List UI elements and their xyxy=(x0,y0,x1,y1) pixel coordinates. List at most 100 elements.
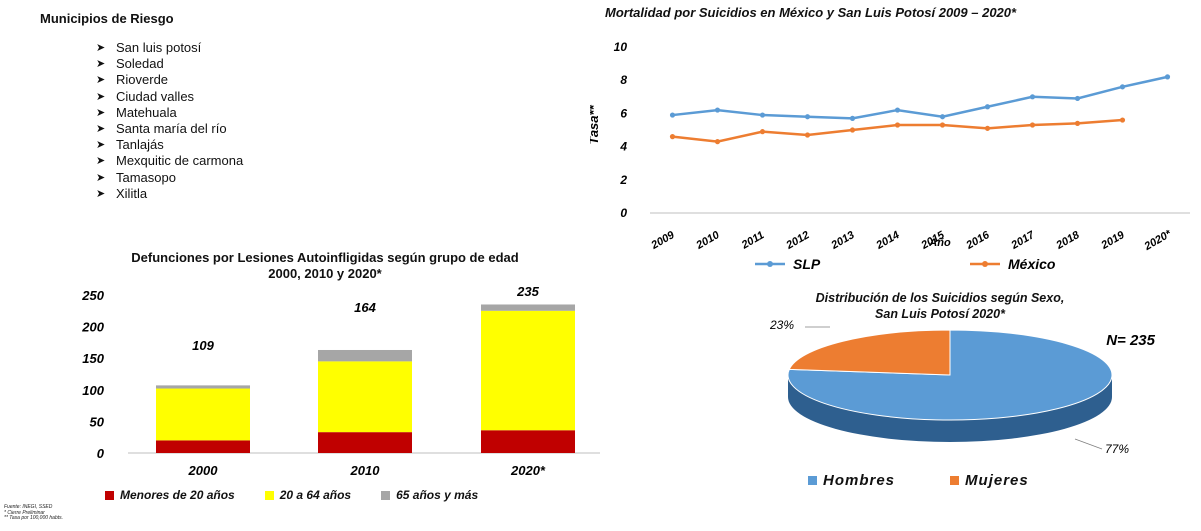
municipio-item: ➤ Santa maría del río xyxy=(96,121,243,137)
municipios-list: ➤ San luis potosí ➤ Soledad ➤ Rioverde ➤ Ciudad… xyxy=(96,40,243,202)
x-axis-label: Año xyxy=(928,237,951,249)
municipio-label: Tanlajás xyxy=(116,137,164,153)
data-point xyxy=(804,132,811,138)
legend-item: 65 años y más xyxy=(381,488,478,502)
municipio-item: ➤ Tanlajás xyxy=(96,137,243,153)
bar-chart-title-line1: Defunciones por Lesiones Autoinfligidas … xyxy=(131,250,519,265)
data-point xyxy=(984,125,991,131)
arrow-bullet-icon: ➤ xyxy=(96,42,106,54)
total-label: 109 xyxy=(192,338,214,353)
data-point xyxy=(939,122,946,128)
x-tick-label: 2000 xyxy=(188,463,219,478)
pie-annotation: N= 235 xyxy=(1106,332,1155,349)
data-point xyxy=(714,107,721,113)
x-tick-label: 2018 xyxy=(1054,229,1083,253)
legend-label: SLP xyxy=(793,256,821,272)
legend-label: Hombres xyxy=(823,472,896,489)
x-tick-label: 2014 xyxy=(874,229,902,252)
pie-title-line2: San Luis Potosí 2020* xyxy=(875,307,1005,321)
bar-chart: 0 50 100 150 200 250 2000 2010 2020* 109 164 235 xyxy=(81,284,600,478)
data-point xyxy=(1119,84,1126,90)
pie-chart-title: Distribución de los Suicidios según Sexo… xyxy=(740,290,1140,322)
arrow-bullet-icon: ➤ xyxy=(96,171,106,184)
legend-swatch xyxy=(950,476,960,485)
legend-marker xyxy=(982,261,988,267)
bar-segment xyxy=(156,388,250,441)
data-point xyxy=(1164,74,1171,80)
municipio-item: ➤ Soledad xyxy=(96,56,243,72)
y-tick-label: 50 xyxy=(90,414,105,429)
arrow-bullet-icon: ➤ xyxy=(96,155,106,168)
y-tick-label: 200 xyxy=(81,320,104,335)
data-point xyxy=(759,129,766,135)
legend-swatch xyxy=(381,490,391,500)
legend-label: Menores de 20 años xyxy=(120,488,235,502)
arrow-bullet-icon: ➤ xyxy=(96,74,106,87)
legend-item: Mujeres xyxy=(950,472,1029,489)
bar-segment xyxy=(156,385,250,389)
arrow-bullet-icon: ➤ xyxy=(96,106,106,119)
bar-segment xyxy=(318,432,412,453)
municipio-item: ➤ San luis potosí xyxy=(96,40,243,56)
data-point xyxy=(669,112,676,118)
x-tick-label: 2020* xyxy=(1142,228,1174,254)
arrow-bullet-icon: ➤ xyxy=(96,139,106,152)
x-tick-label: 2011 xyxy=(739,229,766,252)
bar-segment xyxy=(481,310,575,431)
x-tick-label: 2010 xyxy=(694,229,723,253)
footnote-line: ** Tasa por 100,000 habts. xyxy=(4,515,64,521)
data-point xyxy=(1029,122,1036,128)
municipio-item: ➤ Matehuala xyxy=(96,105,243,121)
municipio-label: San luis potosí xyxy=(116,40,202,55)
arrow-bullet-icon: ➤ xyxy=(96,123,106,136)
leader-line xyxy=(1074,438,1103,450)
x-tick-label: 2019 xyxy=(1099,229,1128,253)
legend-label: 20 a 64 años xyxy=(279,488,352,502)
data-point xyxy=(849,115,856,121)
x-tick-label: 2009 xyxy=(649,229,678,253)
data-point xyxy=(1119,117,1126,123)
x-tick-label: 2020* xyxy=(510,463,546,478)
municipio-label: Soledad xyxy=(116,56,164,72)
x-tick-label: 2013 xyxy=(829,229,857,252)
legend-item: Hombres xyxy=(808,472,895,489)
municipio-item: ➤ Tamasopo xyxy=(96,170,243,186)
y-tick-label: 250 xyxy=(81,288,104,303)
slice-label-hombres: 77% xyxy=(1105,442,1129,456)
bar-segment xyxy=(481,304,575,311)
data-point xyxy=(804,114,811,120)
pie-legend: Hombres Mujeres xyxy=(808,472,1029,489)
municipio-label: Santa maría del río xyxy=(116,121,227,137)
y-tick-label: 10 xyxy=(614,40,628,54)
legend-label: México xyxy=(1008,256,1056,272)
data-point xyxy=(759,112,766,118)
bar-legend: Menores de 20 años 20 a 64 años 65 años y … xyxy=(105,488,478,502)
y-axis-label: Tasa** xyxy=(590,104,601,144)
data-point xyxy=(669,134,676,140)
pie-slice-mujeres xyxy=(788,329,951,376)
bar-segment xyxy=(156,440,250,453)
legend-label: 65 años y más xyxy=(396,488,479,502)
bar-segment xyxy=(318,349,412,362)
y-tick-label: 150 xyxy=(82,351,104,366)
municipio-item: ➤ Ciudad valles xyxy=(96,89,243,105)
legend-item: 20 a 64 años xyxy=(264,488,352,502)
y-tick-label: 6 xyxy=(620,106,627,120)
legend-item: Menores de 20 años xyxy=(105,488,235,502)
data-point xyxy=(984,104,991,110)
municipio-item: ➤ Mexquitic de carmona xyxy=(96,153,243,169)
municipio-label: Rioverde xyxy=(116,72,169,88)
bar-segment xyxy=(481,430,575,453)
pie-chart: N= 235 23% 77% xyxy=(769,318,1156,456)
line-chart: 0 2 4 6 8 10 Tasa** 2009 2010 2011 2012 2013 2014 201… xyxy=(590,40,1190,272)
x-tick-label: 2010 xyxy=(350,463,381,478)
legend-swatch xyxy=(808,476,817,485)
line-chart-title: Mortalidad por Suicidios en México y San… xyxy=(605,5,1017,20)
pie-title-line1: Distribución de los Suicidios según Sexo… xyxy=(815,291,1065,305)
data-point xyxy=(894,122,901,128)
municipios-title: Municipios de Riesgo xyxy=(40,11,174,26)
footnote-line: * Cierre Preliminar xyxy=(4,509,45,516)
y-tick-label: 0 xyxy=(97,446,105,461)
arrow-bullet-icon: ➤ xyxy=(96,90,106,103)
municipio-item: ➤ Xilitla xyxy=(96,186,243,202)
